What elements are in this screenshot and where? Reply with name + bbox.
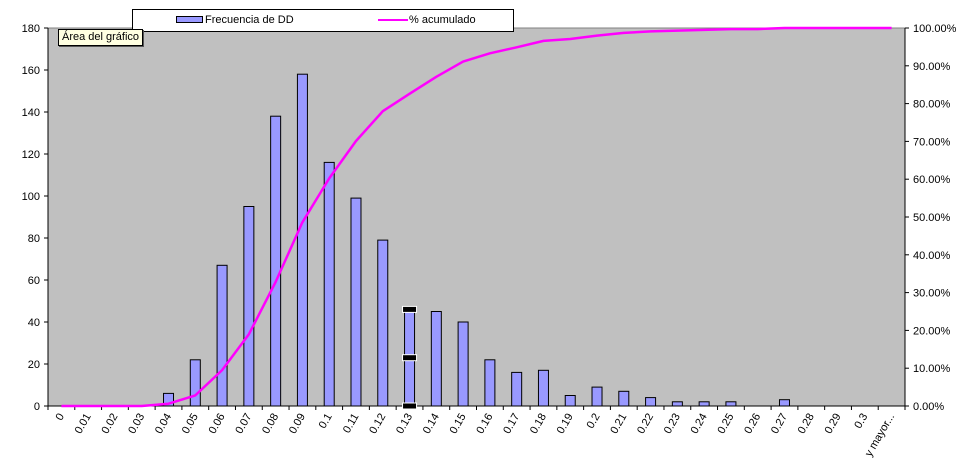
y-tick-label: 60 [28,275,40,287]
x-tick-label: 0.07 [233,412,254,437]
x-tick-label: 0.29 [823,412,844,437]
x-tick-label: 0.17 [501,412,522,437]
x-tick-label: 0.03 [126,412,147,437]
bar[interactable] [591,386,603,407]
bar[interactable] [511,371,523,407]
y-tick-label: 100 [22,191,40,203]
x-tick-label: 0.13 [394,412,415,437]
bar[interactable] [698,401,710,407]
x-tick-label: 0.11 [341,412,362,436]
cumulative-line[interactable] [61,26,892,408]
bar[interactable] [243,206,255,407]
x-tick-label: 0.05 [180,412,201,437]
y2-tick-label: 90.00% [913,61,951,73]
bar[interactable] [377,239,389,407]
x-tick-label: 0.23 [662,412,683,437]
y2-tick-label: 50.00% [913,212,951,224]
bar[interactable] [457,321,469,407]
x-tick-label: 0 [54,412,67,423]
y-tick-label: 120 [22,149,40,161]
chart-area-tooltip: Área del gráfico [58,29,144,46]
x-tick-label: 0.27 [769,412,790,437]
bar[interactable] [618,390,630,407]
y-tick-label: 140 [22,107,40,119]
legend-bar-swatch [176,16,203,23]
y2-tick-label: 0.00% [913,401,944,413]
bar[interactable] [564,395,576,407]
x-tick-label: 0.02 [99,412,120,437]
x-tick-label: 0.2 [585,412,603,431]
x-tick-label: 0.21 [608,412,629,437]
x-tick-label: 0.22 [635,412,656,437]
bar[interactable] [189,359,201,407]
bar[interactable] [163,392,175,407]
x-tick-label: 0.25 [715,412,736,437]
y-tick-label: 40 [28,317,40,329]
y2-tick-label: 20.00% [913,325,951,337]
y-axis-right: 0.00% 10.00% 20.00% 30.00% 40.00% 50.00% 60.00… [904,23,957,413]
selection-handle[interactable] [402,402,418,410]
legend-label-acumulado: % acumulado [409,14,476,26]
y-tick-label: 180 [22,23,40,35]
bar[interactable] [537,369,549,407]
x-axis: 0 0.01 0.02 0.03 0.04 0.05 0.06 0.07 0.08 0.09 0.1… [47,405,906,459]
x-tick-label: 0.06 [207,412,228,437]
x-tick-label: 0.26 [742,412,763,437]
bar-series-frecuencia[interactable] [163,73,790,407]
y-axis-left: 0 20 40 60 80 100 120 140 160 180 [22,23,49,413]
x-tick-label: 0.28 [796,412,817,437]
y2-tick-label: 100.00% [913,23,957,35]
x-tick-label: 0.01 [73,412,94,437]
x-tick-label: 0.18 [528,412,549,437]
selection-handle[interactable] [402,354,418,362]
x-tick-label: 0.1 [317,412,335,431]
y-tick-label: 80 [28,233,40,245]
y2-tick-label: 30.00% [913,288,951,300]
y-tick-label: 160 [22,65,40,77]
bar[interactable] [778,399,790,407]
y-tick-label: 0 [34,401,40,413]
bar[interactable] [270,115,282,407]
bar[interactable] [645,397,657,407]
y2-tick-label: 80.00% [913,99,951,111]
y2-tick-label: 10.00% [913,363,951,375]
bar[interactable] [430,311,442,407]
legend-label-frecuencia: Frecuencia de DD [205,14,294,26]
legend[interactable]: Frecuencia de DD % acumulado [132,9,514,32]
x-tick-label: 0.19 [555,412,576,437]
bar[interactable] [216,264,228,407]
x-tick-label: 0.3 [852,412,870,431]
y2-tick-label: 60.00% [913,174,951,186]
x-tick-label: 0.04 [153,412,174,437]
bar[interactable] [484,359,496,407]
x-tick-label: 0.15 [448,412,469,437]
y2-tick-label: 70.00% [913,136,951,148]
y-tick-label: 20 [28,359,40,371]
y2-tick-label: 40.00% [913,250,951,262]
x-tick-label: 0.09 [287,412,308,437]
line-series-acumulado[interactable] [61,26,892,408]
bar[interactable] [296,73,308,407]
selection-handle[interactable] [402,305,418,313]
x-tick-label: 0.08 [260,412,281,437]
x-tick-label: 0.14 [421,412,442,437]
x-tick-label: 0.24 [689,412,710,437]
bar[interactable] [671,401,683,407]
legend-line-swatch [378,19,408,21]
x-tick-label: 0.12 [367,412,388,437]
bar[interactable] [323,161,335,407]
selection-handles[interactable] [402,305,418,410]
bar[interactable] [725,401,737,407]
x-tick-label: 0.16 [474,412,495,437]
bar[interactable] [350,197,362,407]
plot-area[interactable] [47,27,906,407]
